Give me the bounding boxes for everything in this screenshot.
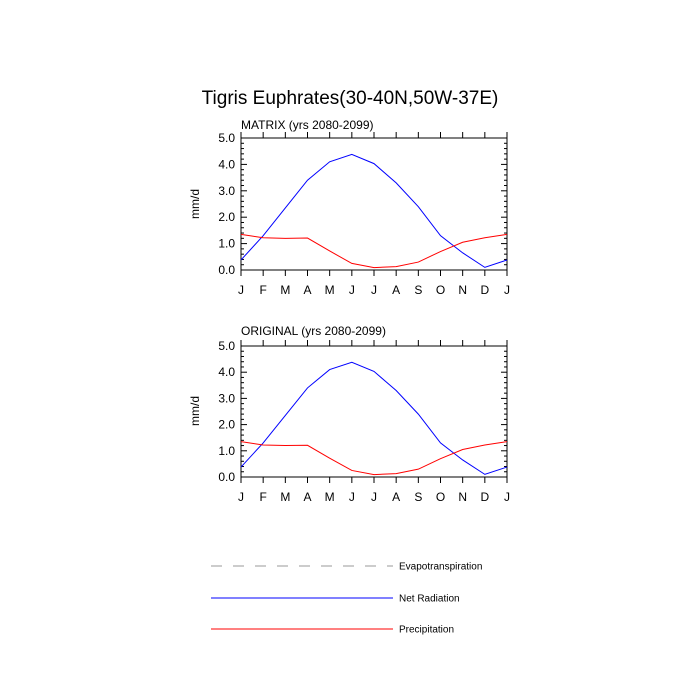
panel-title: MATRIX (yrs 2080-2099) <box>241 118 374 132</box>
x-tick-label: F <box>259 490 266 504</box>
y-tick-label: 4.0 <box>218 365 235 379</box>
x-tick-label: J <box>504 490 510 504</box>
plot-frame <box>240 345 508 478</box>
y-tick-label: 2.0 <box>218 418 235 432</box>
x-tick-label: N <box>458 490 467 504</box>
x-tick-label: D <box>480 283 489 297</box>
chart-title: Tigris Euphrates(30-40N,50W-37E) <box>202 88 499 109</box>
x-tick-label: M <box>325 283 335 297</box>
legend-label-net-radiation: Net Radiation <box>399 594 460 605</box>
x-tick-label: J <box>371 490 377 504</box>
legend: Evapotranspiration Net Radiation Precipi… <box>211 562 482 636</box>
y-tick-label: 1.0 <box>218 237 235 251</box>
x-tick-label: M <box>280 490 290 504</box>
x-tick-label: N <box>458 283 467 297</box>
y-tick-label: 4.0 <box>218 157 235 171</box>
x-tick-label: O <box>436 490 445 504</box>
panel-title: ORIGINAL (yrs 2080-2099) <box>241 324 386 338</box>
series-line-precipitation <box>240 233 508 269</box>
y-tick-label: 3.0 <box>218 391 235 405</box>
y-axis-label: mm/d <box>188 396 202 426</box>
legend-label-evapotranspiration: Evapotranspiration <box>399 562 482 573</box>
x-tick-label: J <box>349 283 355 297</box>
y-axis-label: mm/d <box>188 189 202 219</box>
x-tick-label: S <box>414 283 422 297</box>
x-tick-label: F <box>259 283 266 297</box>
y-tick-label: 1.0 <box>218 444 235 458</box>
y-tick-label: 2.0 <box>218 210 235 224</box>
y-tick-label: 0.0 <box>218 470 235 484</box>
x-tick-label: J <box>504 283 510 297</box>
x-tick-label: S <box>414 490 422 504</box>
x-tick-label: J <box>238 490 244 504</box>
y-tick-label: 3.0 <box>218 184 235 198</box>
series-line-precipitation <box>240 441 508 476</box>
x-tick-label: D <box>480 490 489 504</box>
x-tick-label: A <box>303 490 311 504</box>
y-tick-label: 5.0 <box>218 131 235 145</box>
y-tick-label: 5.0 <box>218 339 235 353</box>
series-line-net-radiation <box>240 361 508 475</box>
x-tick-label: A <box>303 283 311 297</box>
x-tick-label: A <box>392 490 400 504</box>
x-tick-label: O <box>436 283 445 297</box>
series-line-net-radiation <box>240 153 508 268</box>
y-tick-label: 0.0 <box>218 263 235 277</box>
x-tick-label: M <box>325 490 335 504</box>
x-tick-label: J <box>371 283 377 297</box>
x-tick-label: J <box>238 283 244 297</box>
x-tick-label: M <box>280 283 290 297</box>
legend-label-precipitation: Precipitation <box>399 625 454 636</box>
plot-frame <box>240 137 508 271</box>
x-tick-label: J <box>349 490 355 504</box>
x-tick-label: A <box>392 283 400 297</box>
